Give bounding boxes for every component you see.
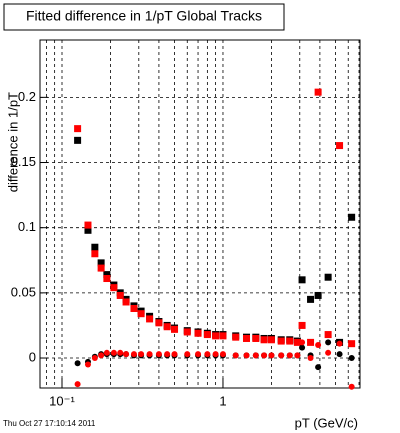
square-marker [212,332,220,340]
square-marker [103,275,111,283]
circle-marker [171,351,178,358]
circle-marker [348,355,355,362]
square-marker [252,334,260,342]
x-tick-label: 10⁻¹ [49,393,75,408]
square-marker [293,338,301,346]
circle-marker [299,339,306,346]
circle-marker [212,351,219,358]
circle-marker [268,352,275,359]
circle-marker [348,383,355,390]
plot-frame [39,39,361,389]
square-marker [298,276,306,284]
circle-marker [336,351,343,358]
square-marker [348,340,356,348]
y-axis-label: difference in 1/pT [5,92,20,192]
circle-marker [155,351,162,358]
square-marker [307,338,315,346]
circle-marker [146,351,153,358]
square-marker [137,310,145,318]
circle-marker [117,349,124,356]
circle-marker [315,364,322,371]
square-marker [91,250,99,258]
square-marker [110,284,118,292]
title-box [3,3,285,31]
square-marker [219,332,227,340]
square-marker [298,321,306,329]
square-marker [267,336,275,344]
y-tick-label: 0.15 [11,154,36,169]
circle-marker [204,351,211,358]
square-marker [97,264,105,272]
square-marker [242,334,250,342]
y-tick-label: 0.2 [18,89,36,104]
x-tick-label: 1 [219,393,226,408]
circle-marker [278,352,285,359]
square-marker [307,295,315,303]
square-marker [314,88,322,96]
square-marker [171,325,179,333]
circle-marker [243,352,250,359]
circle-marker [252,352,259,359]
circle-marker [98,352,105,359]
square-marker [84,226,92,234]
square-marker [130,304,138,312]
circle-marker [261,352,268,359]
circle-marker [232,352,239,359]
circle-marker [103,349,110,356]
square-marker [91,243,99,251]
square-marker [116,291,124,299]
circle-marker [336,340,343,347]
square-marker [194,329,202,337]
circle-marker [299,344,306,351]
circle-marker [74,360,81,367]
square-marker [336,142,344,150]
square-marker [122,298,130,306]
square-marker [286,337,294,345]
square-marker [74,136,82,144]
circle-marker [325,339,332,346]
square-marker [324,331,332,339]
square-marker [232,333,240,341]
square-marker [163,323,171,331]
square-marker [183,328,191,336]
y-tick-label: 0.1 [18,219,36,234]
circle-marker [315,341,322,348]
y-tick-label: 0.05 [11,284,36,299]
circle-marker [294,352,301,359]
circle-marker [286,352,293,359]
circle-marker [219,351,226,358]
square-marker [97,259,105,267]
y-tick-label: 0 [29,349,36,364]
square-marker [348,213,356,221]
square-marker [260,336,268,344]
circle-marker [74,381,81,388]
square-marker [203,331,211,339]
circle-marker [138,351,145,358]
square-marker [155,319,163,327]
circle-marker [325,349,332,356]
square-marker [103,271,111,279]
circle-marker [130,351,137,358]
square-marker [324,273,332,281]
timestamp: Thu Oct 27 17:10:14 2011 [3,419,96,428]
circle-marker [195,351,202,358]
square-marker [146,315,154,323]
square-marker [74,125,82,133]
circle-marker [164,351,171,358]
x-axis-label: pT (GeV/c) [295,415,358,430]
circle-marker [91,355,98,362]
circle-marker [123,351,130,358]
square-marker [314,291,322,299]
square-marker [277,337,285,345]
square-marker [84,221,92,229]
circle-marker [307,355,314,362]
chart-title: Fitted difference in 1/pT Global Tracks [26,8,262,24]
circle-marker [110,349,117,356]
circle-marker [84,361,91,368]
circle-marker [184,351,191,358]
